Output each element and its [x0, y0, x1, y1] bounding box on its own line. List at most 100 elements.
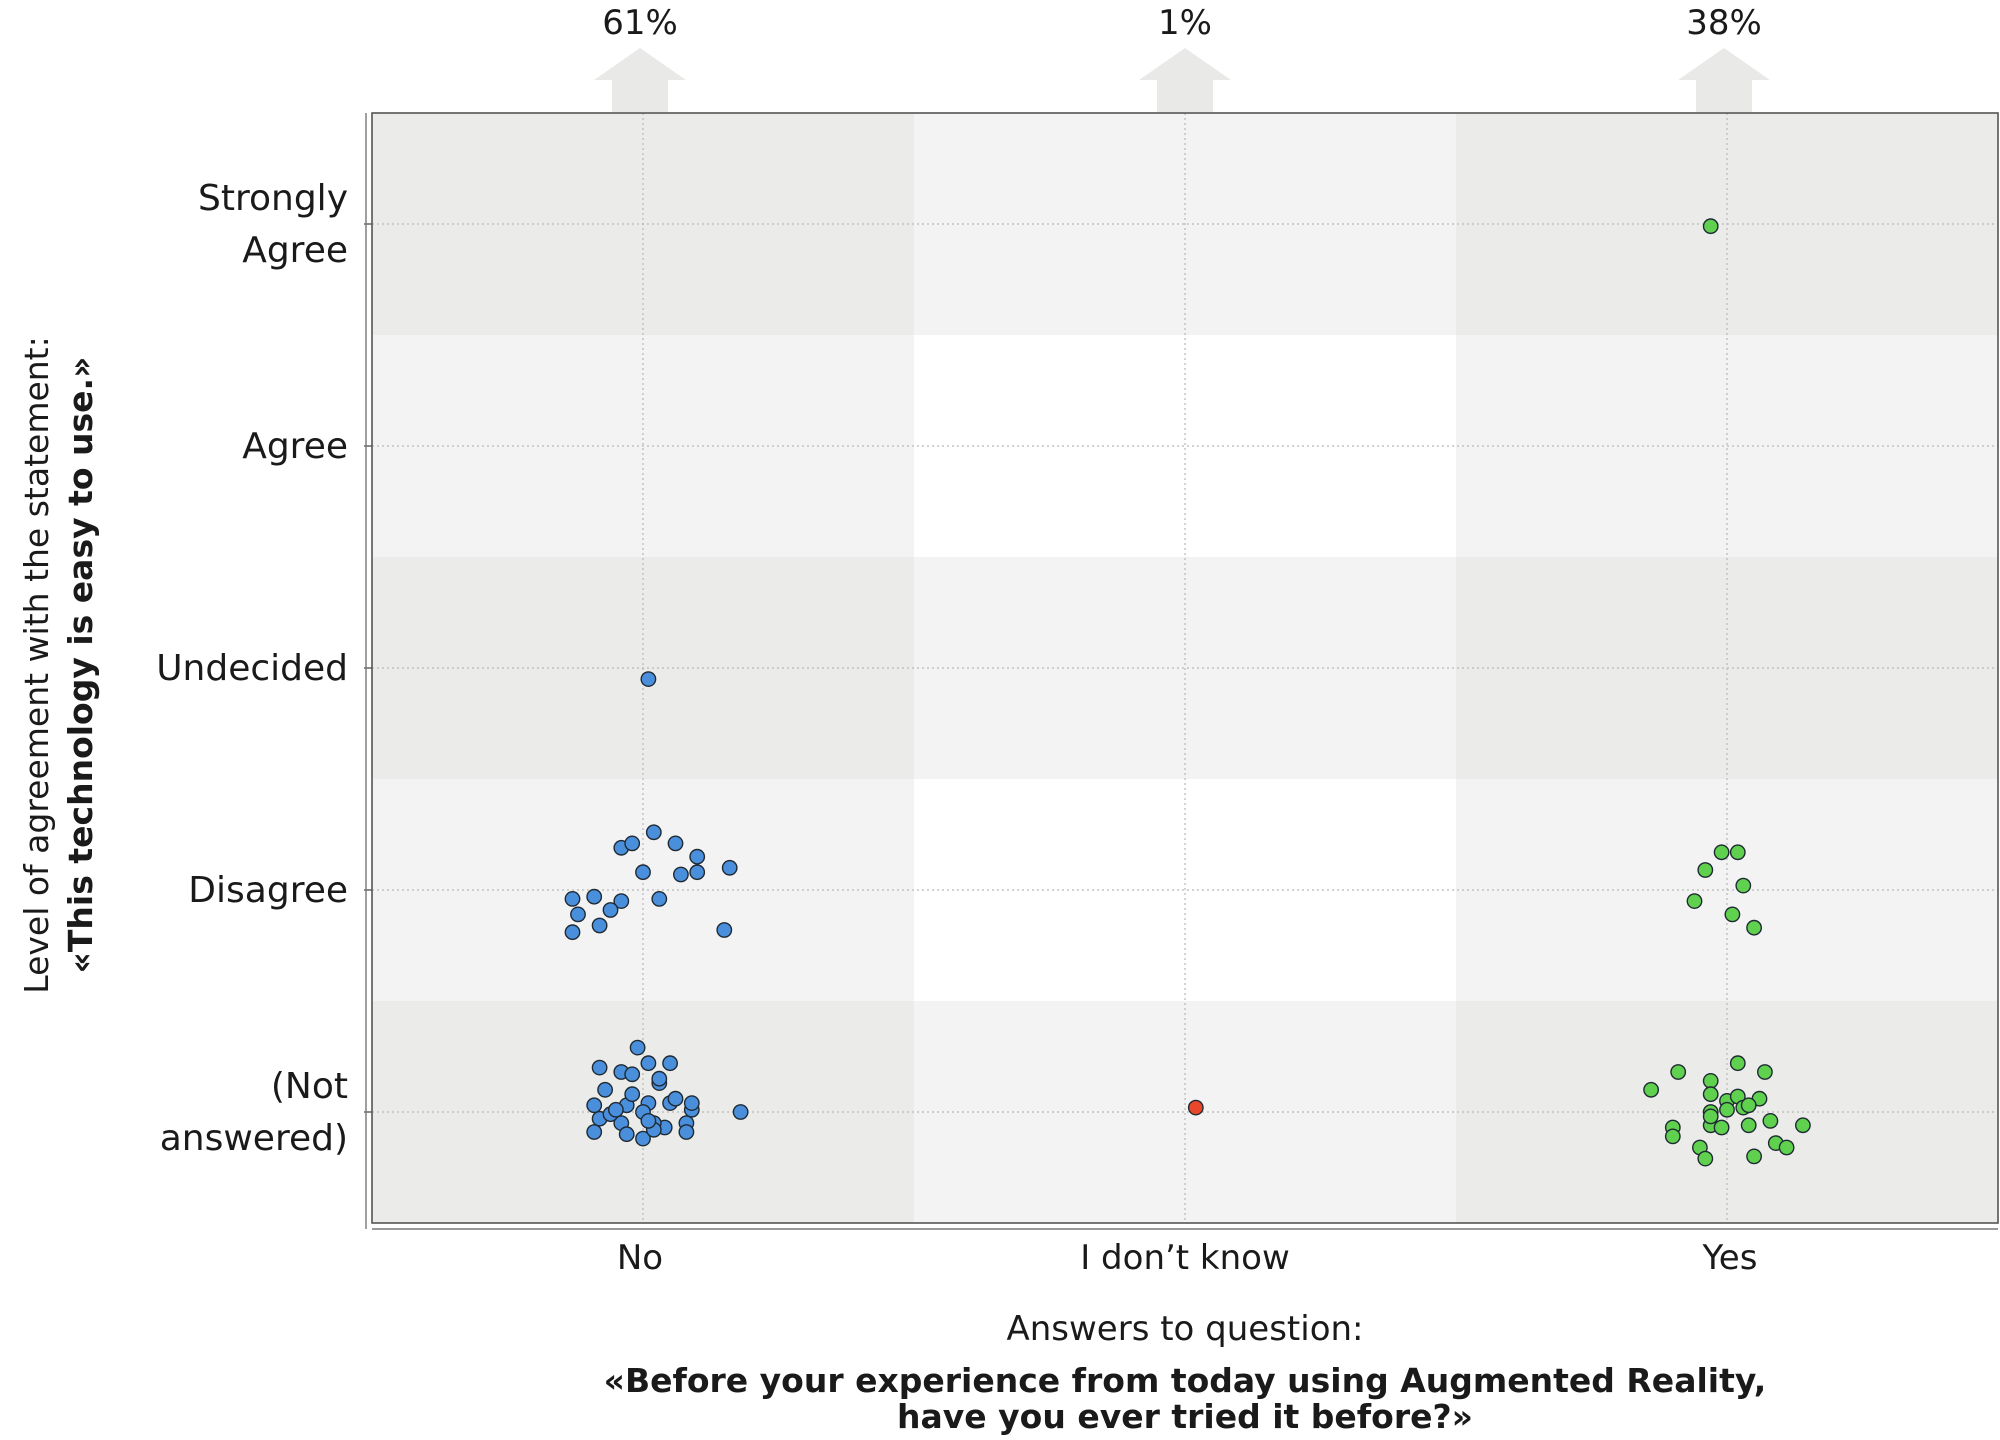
plot-frame — [365, 112, 1999, 1230]
point-no-45 — [602, 902, 619, 918]
y-tick-label-1: Agree — [242, 426, 348, 467]
y-tick-label-3: Disagree — [188, 870, 348, 911]
point-yes-19 — [1740, 1117, 1757, 1134]
x-axis-question-line-2: have you ever tried it before?» — [897, 1397, 1473, 1436]
y-tick-labels: Strongly Agree Agree Undecided Disagree (Not a… — [156, 178, 348, 1159]
point-no-36 — [721, 859, 738, 876]
point-no-42 — [613, 893, 630, 909]
point-no-7 — [586, 1097, 603, 1114]
point-no-24 — [683, 1095, 700, 1112]
point-no-16 — [732, 1104, 749, 1120]
point-yes-21 — [1697, 1150, 1714, 1167]
point-yes-22 — [1746, 1148, 1763, 1165]
y-tick-label-0: Strongly Agree — [198, 178, 348, 271]
point-no-46 — [591, 917, 608, 934]
y-tick-label-4-line-0: (Not — [271, 1066, 348, 1107]
point-no-20 — [640, 1055, 657, 1072]
point-no-34 — [667, 835, 684, 852]
point-yes-26 — [1713, 844, 1730, 861]
point-yes-13 — [1762, 1113, 1779, 1129]
percentage-label-yes: 38% — [1686, 3, 1762, 43]
point-no-21 — [662, 1055, 678, 1072]
data-points — [564, 218, 1811, 1167]
point-no-13 — [624, 1086, 641, 1103]
point-yes-17 — [1664, 1128, 1681, 1145]
up-arrow-dont-know — [1139, 48, 1231, 112]
y-tick-label-0-line-1: Agree — [242, 230, 348, 271]
point-yes-24 — [1778, 1139, 1795, 1156]
point-no-39 — [635, 864, 651, 881]
point-yes-33 — [1702, 1108, 1719, 1125]
percentage-label-dont-know: 1% — [1158, 3, 1212, 43]
point-yes-12 — [1740, 1097, 1757, 1114]
point-yes-28 — [1735, 877, 1752, 894]
y-tick-label-4-line-1: answered) — [160, 1118, 348, 1159]
x-axis-title: Answers to question: «Before your experi… — [604, 1309, 1767, 1436]
y-tick-label-1-line-0: Agree — [242, 426, 348, 467]
point-no-0 — [586, 1124, 603, 1140]
point-no-27 — [618, 1126, 635, 1143]
point-yes-31 — [1746, 919, 1763, 936]
point-yes-4 — [1702, 1073, 1719, 1089]
x-tick-label-yes: Yes — [1702, 1238, 1758, 1278]
point-dont-know-0 — [1187, 1099, 1204, 1116]
point-no-19 — [624, 1066, 641, 1083]
point-no-37 — [689, 864, 706, 881]
point-no-12 — [597, 1081, 613, 1098]
y-tick-label-2-line-0: Undecided — [156, 648, 348, 689]
point-no-43 — [651, 891, 668, 907]
point-no-50 — [640, 1113, 657, 1129]
point-no-48 — [716, 922, 733, 938]
point-yes-27 — [1729, 844, 1746, 861]
point-no-35 — [689, 848, 706, 865]
up-arrow-yes — [1678, 48, 1770, 112]
x-tick-label-dont-know: I don’t know — [1080, 1238, 1290, 1278]
point-yes-32 — [1702, 218, 1719, 235]
y-axis-label: Level of agreement with the statement: — [17, 336, 56, 993]
plot-border — [371, 112, 1999, 1224]
background-bands — [372, 113, 1999, 1224]
point-yes-10 — [1719, 1101, 1735, 1118]
y-tick-label-4: (Not answered) — [160, 1066, 348, 1159]
point-no-44 — [570, 906, 586, 923]
percentage-arrows — [594, 48, 1770, 112]
point-no-40 — [564, 891, 581, 907]
point-yes-5 — [1702, 1086, 1719, 1103]
x-axis-question-line-1: «Before your experience from today using… — [604, 1361, 1767, 1400]
percentage-label-no: 61% — [602, 3, 678, 43]
x-axis-label: Answers to question: — [1006, 1309, 1363, 1349]
point-no-41 — [586, 888, 603, 905]
point-no-15 — [667, 1090, 684, 1107]
point-no-47 — [564, 924, 581, 941]
point-yes-30 — [1724, 906, 1741, 923]
point-yes-3 — [1757, 1064, 1773, 1080]
point-yes-18 — [1713, 1119, 1730, 1136]
point-no-30 — [678, 1124, 695, 1140]
point-no-49 — [640, 671, 657, 687]
point-yes-0 — [1643, 1081, 1660, 1098]
band-r1-c1 — [914, 335, 1457, 558]
y-tick-label-0-line-0: Strongly — [198, 178, 348, 219]
up-arrow-no — [594, 48, 686, 112]
point-no-38 — [673, 866, 689, 883]
point-no-32 — [624, 835, 641, 852]
point-no-22 — [629, 1039, 646, 1056]
point-yes-2 — [1729, 1055, 1746, 1072]
point-yes-25 — [1697, 862, 1714, 878]
point-no-18 — [651, 1070, 668, 1087]
x-tick-labels: No I don’t know Yes — [617, 1238, 1758, 1278]
point-no-33 — [645, 824, 662, 841]
point-yes-1 — [1670, 1064, 1687, 1080]
y-axis-statement: «This technology is easy to use.» — [61, 357, 100, 974]
y-tick-label-2: Undecided — [156, 648, 348, 689]
y-axis-title: Level of agreement with the statement: «… — [17, 336, 100, 993]
point-yes-29 — [1686, 893, 1703, 909]
point-no-29 — [608, 1101, 624, 1118]
point-no-1 — [635, 1130, 651, 1147]
point-no-23 — [591, 1059, 608, 1076]
x-tick-label-no: No — [617, 1238, 663, 1278]
category-percentages: 61% 1% 38% — [602, 3, 1762, 43]
y-tick-label-3-line-0: Disagree — [188, 870, 348, 911]
point-yes-14 — [1795, 1117, 1811, 1134]
